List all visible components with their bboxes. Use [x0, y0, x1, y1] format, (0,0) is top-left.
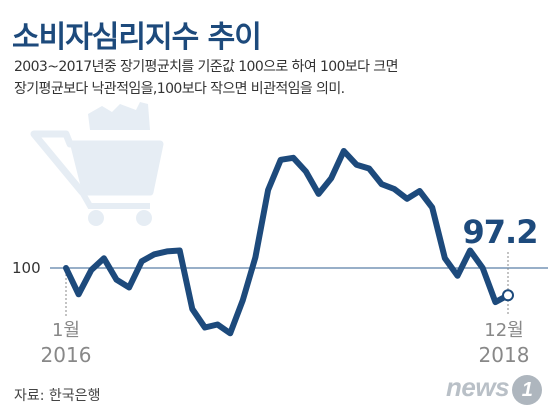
x-label-start-year: 2016 [41, 343, 92, 367]
logo-mark: 1 [512, 375, 543, 405]
last-data-point [502, 289, 514, 302]
page-title: 소비자심리지수 추이 [12, 20, 262, 55]
x-label-end-year: 2018 [479, 343, 530, 367]
series-line [63, 148, 511, 337]
baseline-label: 100 [12, 259, 41, 277]
subtitle-line-2: 장기평균보다 낙관적임을,100보다 작으면 비관적임을 의미. [14, 81, 345, 97]
x-label-start-month: 1월 [52, 320, 80, 341]
subtitle-line-1: 2003~2017년중 장기평균치를 기준값 100으로 하여 100보다 크면 [14, 59, 398, 75]
source-note: 자료: 한국은행 [14, 388, 101, 404]
logo-text: news [446, 372, 510, 402]
last-value-label: 97.2 [463, 213, 538, 251]
shopping-cart-icon [30, 102, 164, 226]
subtitle: 2003~2017년중 장기평균치를 기준값 100으로 하여 100보다 크면… [14, 56, 398, 100]
news1-logo: news 1 [446, 372, 543, 405]
x-label-end-month: 12월 [484, 320, 523, 341]
